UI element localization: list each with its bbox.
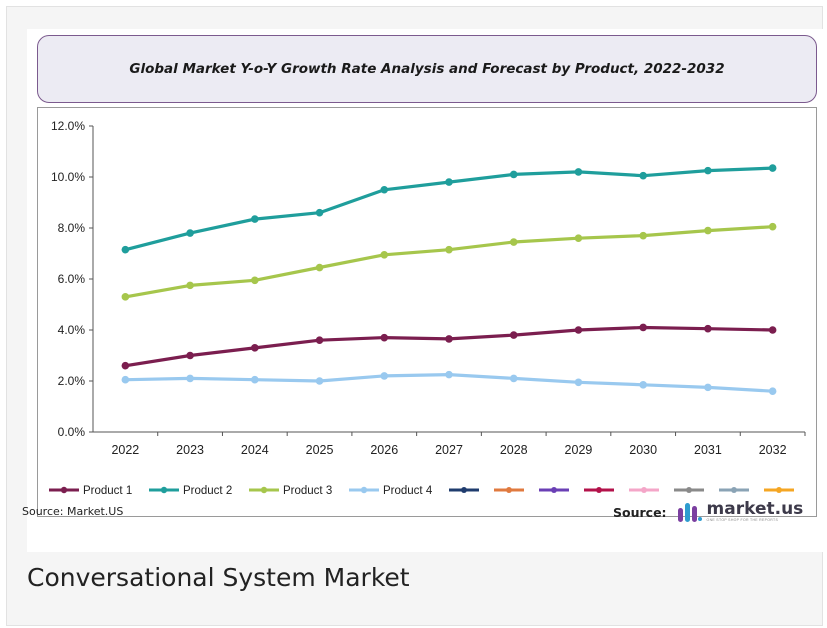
legend-swatch-marker xyxy=(260,486,268,494)
series-3-point xyxy=(315,263,324,272)
series-2-point xyxy=(639,171,647,180)
series-3-point xyxy=(509,238,518,246)
legend-label: Product 3 xyxy=(283,485,332,497)
series-4-point xyxy=(768,387,777,396)
x-tick-label: 2023 xyxy=(176,443,204,457)
series-3-point xyxy=(574,234,583,242)
series-4-point xyxy=(509,374,518,383)
series-3-point xyxy=(445,245,453,254)
chart-panel: Global Market Y-o-Y Growth Rate Analysis… xyxy=(27,29,824,552)
series-2-point xyxy=(768,164,777,172)
series-4-point xyxy=(445,370,453,379)
y-tick-label: 2.0% xyxy=(58,374,86,388)
x-tick-label: 2031 xyxy=(694,443,722,457)
source-note: Source: Market.US xyxy=(22,505,124,518)
series-2-point xyxy=(445,178,453,186)
series-4-point xyxy=(121,375,130,384)
series-2-point xyxy=(380,185,389,194)
y-tick-label: 0.0% xyxy=(58,425,86,439)
legend-label: Product 4 xyxy=(383,485,433,497)
series-line-1 xyxy=(125,325,773,368)
series-4-point xyxy=(380,372,389,380)
series-2-point xyxy=(704,166,712,175)
market-us-logo: market.us ONE STOP SHOP FOR THE REPORTS xyxy=(677,499,804,524)
x-tick-label: 2029 xyxy=(565,443,593,457)
series-3-point xyxy=(186,281,194,290)
x-tick-label: 2024 xyxy=(241,443,269,457)
x-tick-label: 2032 xyxy=(759,443,787,457)
series-3-point xyxy=(121,293,130,301)
x-tick-label: 2030 xyxy=(629,443,657,457)
x-tick-label: 2025 xyxy=(306,443,334,457)
series-3-point xyxy=(704,226,712,235)
logo-wordmark: market.us xyxy=(706,499,804,520)
series-2-point xyxy=(574,168,583,176)
y-tick-label: 10.0% xyxy=(51,170,85,184)
series-3-point xyxy=(768,222,777,231)
series-4-point xyxy=(315,377,324,385)
market-us-logo-icon xyxy=(677,503,702,522)
y-tick-label: 4.0% xyxy=(58,323,86,337)
legend-label: Product 2 xyxy=(183,485,232,497)
series-2-point xyxy=(509,170,518,179)
series-2-point xyxy=(186,229,194,237)
legend-swatch-empty-marker xyxy=(731,487,737,493)
series-4-point xyxy=(574,378,583,387)
x-tick-label: 2026 xyxy=(370,443,398,457)
series-1-point xyxy=(251,344,259,352)
series-line-3 xyxy=(125,225,773,299)
series-3-point xyxy=(639,231,647,240)
series-1-point xyxy=(509,331,518,339)
series-1-point xyxy=(639,323,647,332)
series-3-point xyxy=(380,250,389,259)
series-4-point xyxy=(639,381,647,389)
series-1-point xyxy=(445,335,453,343)
plot-frame xyxy=(37,107,817,517)
y-tick-label: 12.0% xyxy=(51,119,85,133)
legend-swatch-empty-marker xyxy=(596,487,602,493)
y-tick-label: 8.0% xyxy=(58,221,86,235)
chart-title: Global Market Y-o-Y Growth Rate Analysis… xyxy=(129,61,725,77)
legend-swatch-empty-marker xyxy=(686,487,692,493)
series-3-point xyxy=(251,276,259,285)
x-tick-label: 2027 xyxy=(435,443,463,457)
series-1-point xyxy=(380,333,389,342)
series-1-point xyxy=(315,336,324,345)
series-2-point xyxy=(315,208,324,217)
legend-label: Product 1 xyxy=(83,485,132,497)
source-branding: Source: market.us ONE STOP SHOP FOR THE … xyxy=(613,498,803,526)
x-tick-label: 2022 xyxy=(111,443,139,457)
series-1-point xyxy=(704,324,712,333)
series-4-point xyxy=(186,374,194,383)
page-caption: Conversational System Market xyxy=(27,563,410,592)
x-tick-label: 2028 xyxy=(500,443,528,457)
legend-swatch-empty-marker xyxy=(551,487,557,493)
legend-swatch-marker xyxy=(360,486,368,494)
legend-swatch-empty-marker xyxy=(506,487,512,493)
legend-swatch-empty-marker xyxy=(641,487,647,493)
legend-swatch-empty-marker xyxy=(776,487,782,493)
chart-title-box: Global Market Y-o-Y Growth Rate Analysis… xyxy=(37,35,817,103)
legend-swatch-marker xyxy=(160,486,168,494)
series-1-point xyxy=(768,326,777,334)
source-label: Source: xyxy=(613,504,667,520)
series-4-point xyxy=(704,383,712,392)
series-2-point xyxy=(251,215,259,223)
legend-swatch-marker xyxy=(60,486,68,494)
series-2-point xyxy=(121,245,130,254)
series-1-point xyxy=(186,351,194,360)
series-1-point xyxy=(121,361,130,370)
series-1-point xyxy=(574,326,583,334)
line-chart: 0.0% 2.0% 4.0% 6.0% 8.0% 10.0% 12.0% 2022 2023 20… xyxy=(49,119,806,497)
logo-tagline: ONE STOP SHOP FOR THE REPORTS xyxy=(706,518,779,523)
chart-card: Global Market Y-o-Y Growth Rate Analysis… xyxy=(6,6,824,626)
series-4-point xyxy=(251,375,259,384)
y-tick-label: 6.0% xyxy=(58,272,86,286)
legend-swatch-empty-marker xyxy=(461,487,467,493)
